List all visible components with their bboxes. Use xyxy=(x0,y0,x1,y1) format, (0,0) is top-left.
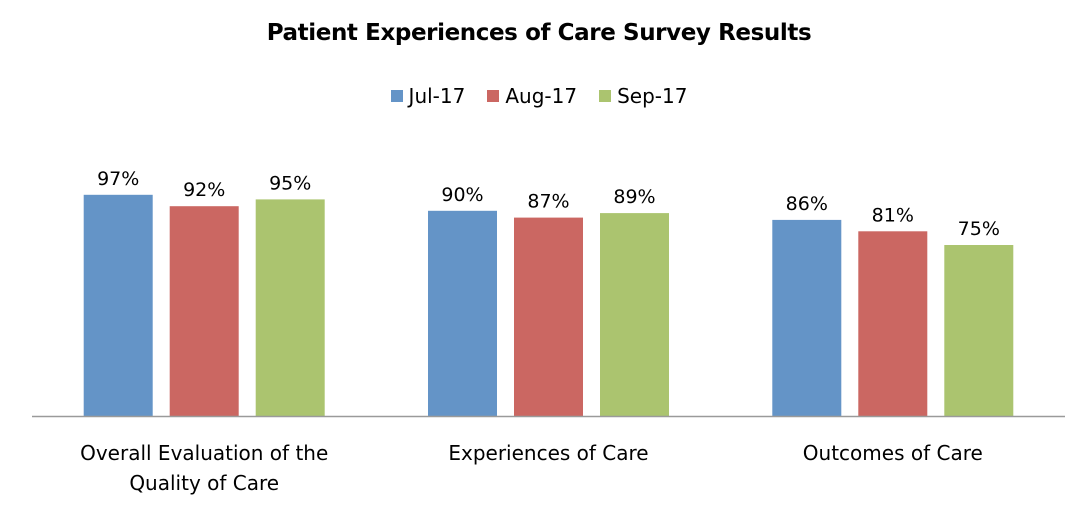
category-label: Overall Evaluation of the xyxy=(80,441,328,465)
legend-swatch xyxy=(487,90,500,102)
data-label: 92% xyxy=(183,179,225,201)
bar-sep-17-cat2 xyxy=(944,245,1014,416)
data-label: 90% xyxy=(441,184,483,206)
data-label: 97% xyxy=(97,168,139,190)
legend-item-sep-17: Sep-17 xyxy=(599,84,687,108)
legend-label: Sep-17 xyxy=(617,84,688,108)
legend-label: Aug-17 xyxy=(505,84,578,108)
data-label: 87% xyxy=(527,191,569,213)
bar-aug-17-cat0 xyxy=(169,206,239,416)
data-label: 89% xyxy=(613,186,655,208)
data-label: 86% xyxy=(786,193,828,215)
bar-jul-17-cat0 xyxy=(83,194,153,416)
data-label: 81% xyxy=(872,204,914,226)
category-label: Outcomes of Care xyxy=(803,441,983,465)
legend-swatch xyxy=(390,90,403,102)
bar-jul-17-cat2 xyxy=(772,219,842,416)
data-label: 75% xyxy=(958,218,1000,240)
legend-label: Jul-17 xyxy=(408,84,466,108)
legend-swatch xyxy=(599,90,612,102)
bar-jul-17-cat1 xyxy=(428,210,497,416)
bar-sep-17-cat0 xyxy=(255,199,325,416)
bar-aug-17-cat2 xyxy=(858,231,928,416)
bar-aug-17-cat1 xyxy=(514,217,583,416)
legend-item-jul-17: Jul-17 xyxy=(390,84,466,108)
category-label: Quality of Care xyxy=(129,471,279,495)
legend-item-aug-17: Aug-17 xyxy=(487,84,577,108)
data-label: 95% xyxy=(269,172,311,194)
bar-sep-17-cat1 xyxy=(600,213,669,416)
chart-title: Patient Experiences of Care Survey Resul… xyxy=(266,20,812,46)
category-label: Experiences of Care xyxy=(448,441,648,465)
legend: Jul-17 Aug-17 Sep-17 xyxy=(0,84,1078,108)
